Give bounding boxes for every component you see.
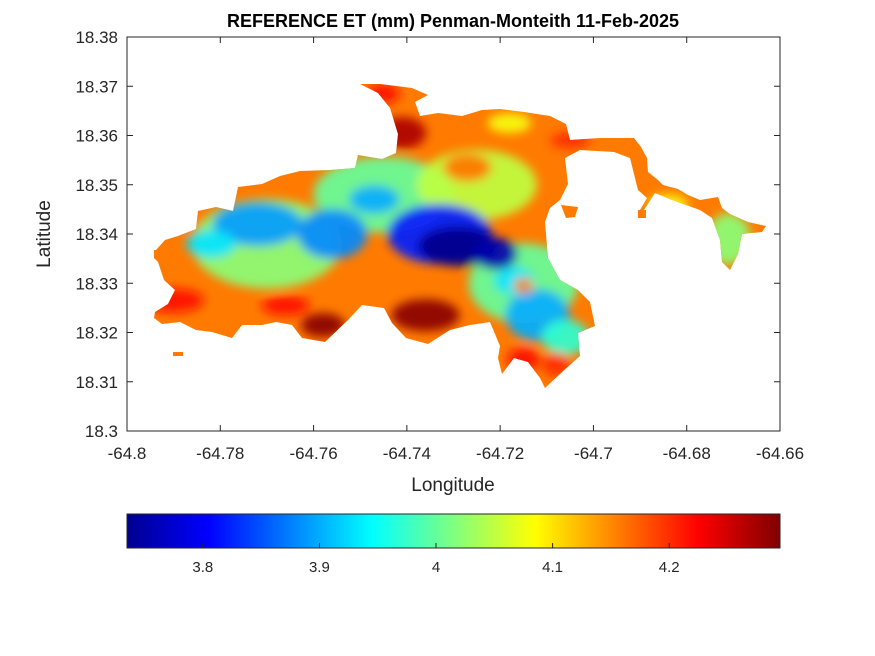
colorbar-tick-label: 4.1 bbox=[542, 559, 563, 576]
y-tick-label: 18.3 bbox=[85, 422, 118, 441]
y-tick-label: 18.35 bbox=[75, 176, 118, 195]
x-tick-label: -64.78 bbox=[196, 444, 244, 463]
y-axis-label: Latitude bbox=[34, 200, 55, 268]
x-tick-label: -64.72 bbox=[476, 444, 524, 463]
heat-blob bbox=[297, 209, 368, 259]
heat-blob bbox=[300, 313, 345, 338]
y-tick-label: 18.34 bbox=[75, 225, 118, 244]
heat-blob bbox=[261, 295, 310, 316]
field-blobs bbox=[154, 84, 751, 377]
chart-title: REFERENCE ET (mm) Penman-Monteith 11-Feb… bbox=[227, 11, 679, 31]
y-tick-label: 18.38 bbox=[75, 28, 118, 47]
x-ticks: -64.8 -64.78 -64.76 -64.74 -64.72 -64.7 -64.68… bbox=[108, 37, 804, 463]
y-tick-label: 18.36 bbox=[75, 127, 118, 146]
x-tick-label: -64.7 bbox=[574, 444, 613, 463]
colorbar: 3.8 3.9 4 4.1 4.2 bbox=[126, 513, 781, 576]
heat-blob bbox=[349, 185, 400, 214]
heat-blob bbox=[487, 113, 532, 134]
heat-blob bbox=[473, 237, 518, 270]
x-tick-label: -64.74 bbox=[383, 444, 431, 463]
heat-blob bbox=[212, 202, 303, 247]
y-tick-label: 18.32 bbox=[75, 324, 118, 343]
y-tick-label: 18.33 bbox=[75, 274, 118, 293]
colorbar-tick-label: 4 bbox=[432, 559, 440, 576]
colorbar-gradient bbox=[126, 513, 781, 549]
heat-blob bbox=[391, 299, 460, 332]
heat-blob bbox=[513, 277, 534, 294]
heat-blob bbox=[185, 229, 236, 258]
colorbar-tick-label: 4.2 bbox=[659, 559, 680, 576]
colorbar-tick-label: 3.9 bbox=[309, 559, 330, 576]
x-tick-label: -64.66 bbox=[756, 444, 804, 463]
x-axis-label: Longitude bbox=[411, 475, 494, 496]
heat-blob bbox=[542, 352, 571, 377]
axes: -64.8 -64.78 -64.76 -64.74 -64.72 -64.7 -64.68… bbox=[75, 28, 804, 463]
x-tick-label: -64.68 bbox=[663, 444, 711, 463]
y-ticks: 18.3 18.31 18.32 18.33 18.34 18.35 18.36 18.37 1… bbox=[75, 28, 780, 441]
colorbar-tick-label: 3.8 bbox=[192, 559, 213, 576]
colorbar-ticks: 3.8 3.9 4 4.1 4.2 bbox=[192, 543, 680, 576]
x-tick-label: -64.8 bbox=[108, 444, 147, 463]
heat-blob bbox=[541, 319, 590, 356]
heat-blob bbox=[443, 153, 492, 182]
y-tick-label: 18.37 bbox=[75, 77, 118, 96]
x-tick-label: -64.76 bbox=[289, 444, 337, 463]
y-tick-label: 18.31 bbox=[75, 373, 118, 392]
